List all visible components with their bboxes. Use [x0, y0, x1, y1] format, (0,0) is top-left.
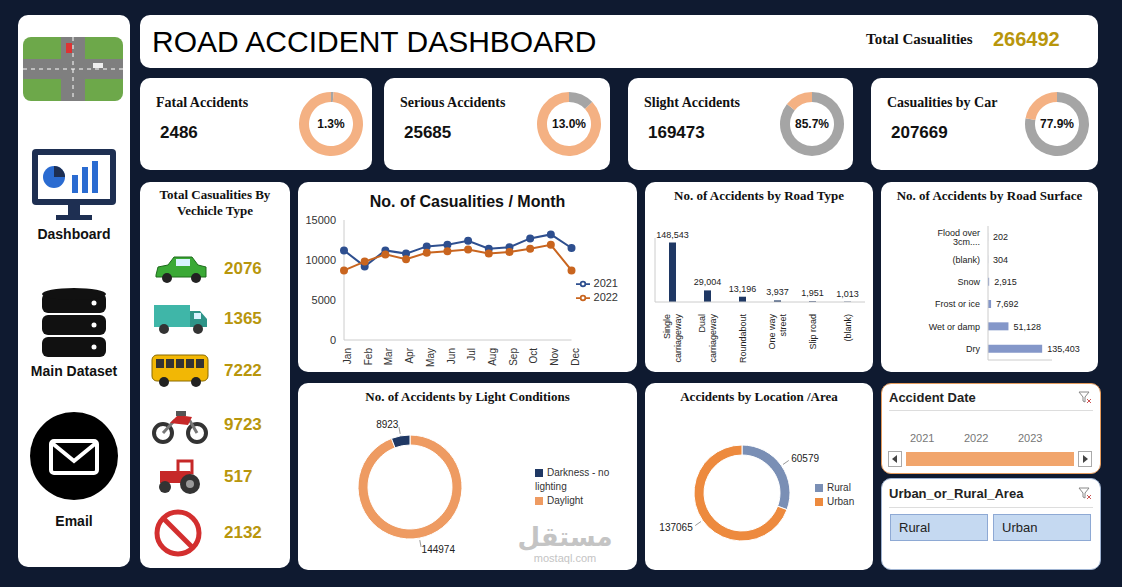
html-text:517: 517	[224, 467, 253, 486]
svg-text:60579: 60579	[791, 453, 819, 464]
svg-text:7,692: 7,692	[996, 299, 1019, 309]
svg-text:202: 202	[993, 232, 1008, 242]
svg-text:One waystreet: One waystreet	[767, 314, 788, 350]
html-text:85.7%: 85.7%	[795, 117, 829, 131]
html-text:Urban: Urban	[827, 496, 855, 507]
html-text:Fatal Accidents: Fatal Accidents	[156, 95, 249, 110]
html-text:2076: 2076	[224, 259, 262, 278]
svg-text:1,013: 1,013	[836, 289, 859, 299]
svg-text:144974: 144974	[422, 544, 456, 555]
html-text:13.0%: 13.0%	[552, 117, 586, 131]
svg-text:148,543: 148,543	[656, 230, 689, 240]
html-text:No. of Accidents by Light Cond: No. of Accidents by Light Conditions	[365, 389, 570, 404]
html-text:Total Casualities: Total Casualities	[866, 31, 973, 47]
svg-text:Flood over3cm....: Flood over3cm....	[937, 228, 980, 247]
svg-text:51,128: 51,128	[1013, 322, 1041, 332]
html-text:207669: 207669	[891, 123, 948, 142]
html-text:Casualities by Car: Casualities by Car	[887, 95, 998, 110]
html-text:2023: 2023	[1018, 432, 1043, 444]
html-text:Serious Accidents: Serious Accidents	[400, 95, 506, 110]
svg-text:Dualcarriageway: Dualcarriageway	[697, 314, 718, 363]
html-text:Slight Accidents: Slight Accidents	[644, 95, 741, 110]
html-text:2486: 2486	[160, 123, 198, 142]
html-text:169473: 169473	[648, 123, 705, 142]
svg-text:Singlecarriageway: Singlecarriageway	[662, 314, 683, 363]
html-text:Total Casualities By Vechicle: Total Casualities By Vechicle Type	[159, 187, 271, 218]
svg-text:May: May	[425, 348, 436, 367]
html-text:2022: 2022	[964, 432, 989, 444]
svg-text:Nov: Nov	[549, 348, 560, 366]
svg-text:Oct: Oct	[528, 348, 539, 364]
svg-text:0: 0	[330, 334, 336, 346]
html-text:No. of Casualities / Month: No. of Casualities / Month	[369, 193, 566, 210]
html-text:7222: 7222	[224, 361, 262, 380]
svg-text:13,196: 13,196	[729, 284, 757, 294]
svg-text:Jan: Jan	[342, 348, 353, 364]
svg-text:Slip road: Slip road	[808, 314, 818, 350]
html-text:Accident Date: Accident Date	[889, 390, 976, 405]
svg-text:Aug: Aug	[487, 348, 498, 366]
svg-text:8923: 8923	[376, 419, 399, 430]
svg-text:5000: 5000	[312, 294, 336, 306]
svg-text:Feb: Feb	[363, 348, 374, 366]
html-text:ROAD ACCIDENT DASHBOARD: ROAD ACCIDENT DASHBOARD	[152, 25, 597, 58]
svg-text:3,937: 3,937	[766, 287, 789, 297]
html-text:Accidents by Location /Area: Accidents by Location /Area	[680, 389, 838, 404]
svg-text:10000: 10000	[305, 254, 336, 266]
html-text:No. of Accidents by Road Surfa: No. of Accidents by Road Surface	[896, 188, 1083, 203]
svg-text:304: 304	[993, 255, 1008, 265]
html-text:266492: 266492	[993, 28, 1060, 50]
html-text:Rural: Rural	[827, 482, 851, 493]
svg-text:Jul: Jul	[466, 348, 477, 361]
svg-text:1,951: 1,951	[801, 288, 824, 298]
html-text:2132: 2132	[224, 523, 262, 542]
svg-text:Jun: Jun	[446, 348, 457, 364]
html-text:Urban_or_Rural_Area: Urban_or_Rural_Area	[889, 486, 1024, 501]
svg-text:Frost or ice: Frost or ice	[935, 299, 980, 309]
svg-text:Wet or damp: Wet or damp	[929, 322, 980, 332]
svg-text:15000: 15000	[305, 214, 336, 226]
html-text:Email: Email	[55, 513, 93, 529]
svg-text:(blank): (blank)	[952, 255, 980, 265]
svg-text:137065: 137065	[659, 522, 693, 533]
html-text:2021: 2021	[910, 432, 935, 444]
html-text:Dashboard: Dashboard	[37, 226, 111, 242]
html-text:Daylight: Daylight	[547, 495, 584, 506]
html-text:2021: 2021	[593, 276, 618, 289]
html-text:No. of Accidents by Road Type: No. of Accidents by Road Type	[674, 188, 844, 203]
html-text:Main Dataset: Main Dataset	[30, 363, 118, 379]
svg-text:(blank): (blank)	[843, 314, 853, 342]
svg-text:Apr: Apr	[404, 347, 415, 363]
svg-text:Mar: Mar	[383, 347, 394, 365]
svg-text:Snow: Snow	[957, 277, 980, 287]
svg-text:Dec: Dec	[570, 348, 581, 366]
html-text:25685: 25685	[404, 123, 452, 142]
html-text:mostaql.com: mostaql.com	[533, 552, 597, 564]
svg-text:29,004: 29,004	[694, 277, 722, 287]
html-text:1365: 1365	[224, 309, 262, 328]
html-text:Darkness - no lighting: Darkness - no lighting	[535, 467, 610, 492]
html-text:77.9%: 77.9%	[1040, 117, 1074, 131]
html-text:9723: 9723	[224, 415, 262, 434]
svg-text:Dry: Dry	[966, 344, 980, 354]
html-text:Rural: Rural	[899, 520, 931, 535]
svg-text:135,403: 135,403	[1047, 344, 1080, 354]
html-text:2022: 2022	[593, 291, 618, 303]
svg-text:2,915: 2,915	[994, 277, 1017, 287]
html-text:مستقل: مستقل	[517, 522, 613, 552]
html-text:1.3%: 1.3%	[317, 117, 345, 131]
svg-text:Roundabout: Roundabout	[738, 314, 748, 364]
html-text:Urban: Urban	[1002, 520, 1038, 535]
svg-text:Sep: Sep	[508, 348, 519, 366]
